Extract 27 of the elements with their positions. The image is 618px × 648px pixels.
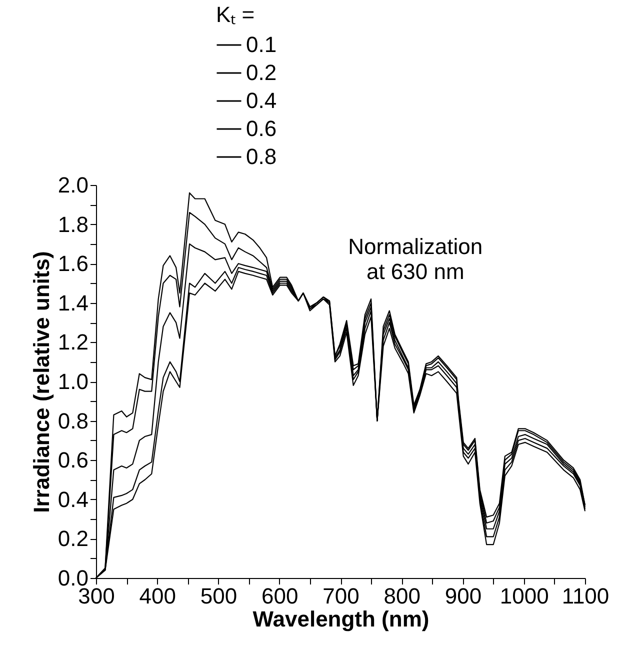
x-tick-label: 600 — [262, 584, 298, 608]
x-tick-label: 900 — [444, 584, 482, 608]
x-tick-label: 1000 — [500, 584, 549, 608]
y-tick-label: 1.4 — [58, 290, 88, 316]
legend-title: Kₜ = — [216, 2, 255, 27]
x-tick-label: 700 — [322, 584, 360, 608]
annotation: Normalization at 630 nm — [348, 234, 483, 284]
y-tick-label: 1.2 — [58, 330, 88, 355]
y-axis-title: Irradiance (relative units) — [28, 251, 54, 513]
y-tick-label: 0.4 — [58, 486, 88, 512]
y-tick-label: 1.6 — [58, 251, 88, 276]
y-tick-label: 0.8 — [58, 408, 88, 434]
x-tick-label: 500 — [200, 584, 238, 608]
x-tick-label: 800 — [384, 584, 420, 608]
y-tick-label: 0.6 — [58, 448, 88, 473]
y-tick-label: 0.2 — [58, 526, 88, 552]
legend-label: 0.1 — [246, 32, 277, 57]
legend-label: 0.6 — [246, 116, 277, 141]
y-tick-label: 1.8 — [58, 212, 88, 237]
legend-label: 0.2 — [246, 60, 277, 85]
x-axis-title: Wavelength (nm) — [252, 606, 430, 632]
y-tick-label: 1.0 — [58, 369, 88, 394]
x-tick-label: 1100 — [562, 584, 610, 608]
y-tick-label: 2.0 — [58, 172, 88, 198]
x-tick-label: 400 — [139, 584, 176, 608]
legend-label: 0.4 — [246, 88, 277, 113]
legend-label: 0.8 — [246, 144, 277, 169]
